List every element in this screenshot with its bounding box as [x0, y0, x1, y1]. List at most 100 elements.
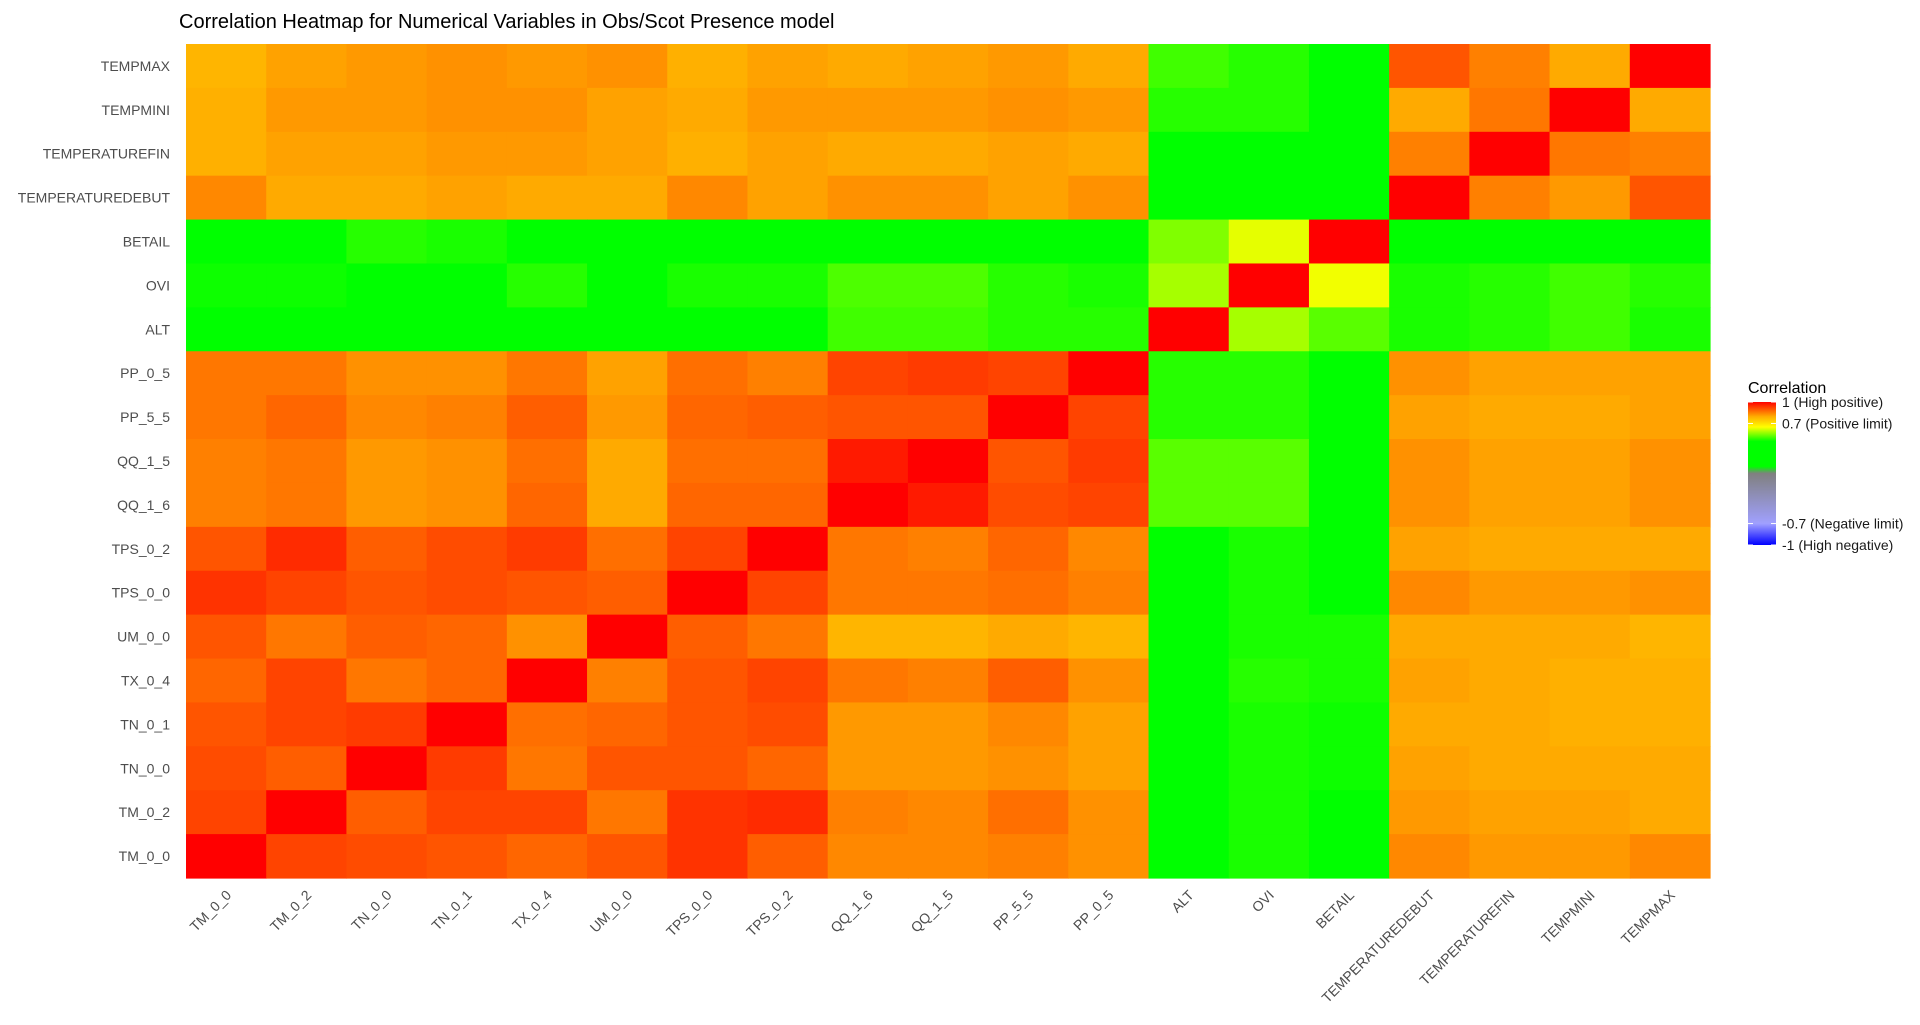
heatmap-cell-tempmax-pp_0_5	[1068, 44, 1150, 89]
heatmap-cell-pp_0_5-tn_0_1	[426, 351, 508, 396]
heatmap-cell-qq_1_6-tempmax	[1629, 482, 1711, 528]
heatmap-cell-pp_0_5-tx_0_4	[506, 351, 588, 396]
heatmap-cell-alt-tx_0_4	[506, 307, 588, 352]
heatmap-cell-qq_1_6-tps_0_2	[747, 482, 829, 528]
heatmap-cell-tn_0_0-alt	[1148, 746, 1230, 791]
heatmap-cell-tempmax-qq_1_5	[907, 44, 989, 89]
heatmap-cell-pp_5_5-pp_5_5	[988, 395, 1069, 440]
legend-title: Correlation	[1748, 380, 1826, 397]
heatmap-cell-temperaturefin-betail	[1308, 131, 1390, 177]
heatmap-cell-tx_0_4-tn_0_1	[426, 658, 508, 704]
heatmap-cell-tempmax-tn_0_0	[346, 44, 428, 89]
heatmap-cell-tps_0_0-tx_0_4	[506, 570, 588, 616]
heatmap-cell-tm_0_0-pp_0_5	[1068, 834, 1150, 879]
heatmap-cell-ovi-ovi	[1228, 263, 1310, 308]
heatmap-cell-temperaturedebut-pp_0_5	[1068, 175, 1150, 221]
heatmap-cell-tx_0_4-tps_0_2	[747, 658, 829, 704]
heatmap-cell-ovi-tx_0_4	[506, 263, 588, 308]
heatmap-cell-tx_0_4-alt	[1148, 658, 1230, 704]
heatmap-cell-tps_0_0-temperaturefin	[1469, 570, 1551, 616]
heatmap-cell-tn_0_1-tps_0_2	[747, 702, 829, 747]
heatmap-cell-tempmini-tm_0_0	[186, 87, 267, 133]
heatmap-cell-um_0_0-qq_1_5	[907, 614, 989, 660]
heatmap-cell-tn_0_1-tm_0_0	[186, 702, 267, 747]
heatmap-cell-temperaturefin-tn_0_1	[426, 131, 508, 177]
heatmap-cell-tm_0_2-qq_1_6	[827, 790, 909, 835]
heatmap-cell-tps_0_0-temperaturedebut	[1389, 570, 1470, 616]
heatmap-cell-qq_1_6-tempmini	[1549, 482, 1631, 528]
heatmap-cell-qq_1_6-um_0_0	[587, 482, 668, 528]
heatmap-cell-ovi-temperaturedebut	[1389, 263, 1470, 308]
heatmap-cell-betail-tx_0_4	[506, 219, 588, 265]
heatmap-cell-ovi-tps_0_0	[667, 263, 749, 308]
heatmap-cell-tn_0_1-tm_0_2	[266, 702, 348, 747]
heatmap-cell-pp_5_5-betail	[1308, 395, 1390, 440]
heatmap-cell-tn_0_0-tps_0_0	[667, 746, 749, 791]
heatmap-cell-temperaturedebut-tx_0_4	[506, 175, 588, 221]
heatmap-cell-tps_0_0-tps_0_2	[747, 570, 829, 616]
heatmap-cell-qq_1_5-tm_0_2	[266, 439, 348, 484]
heatmap-cell-qq_1_5-tempmax	[1629, 439, 1711, 484]
heatmap-cell-tps_0_2-qq_1_5	[907, 526, 989, 572]
heatmap-cell-tn_0_0-um_0_0	[587, 746, 668, 791]
heatmap-cell-tm_0_0-um_0_0	[587, 834, 668, 879]
heatmap-cell-tempmax-pp_5_5	[988, 44, 1069, 89]
heatmap-cell-tn_0_1-tx_0_4	[506, 702, 588, 747]
heatmap-cell-tn_0_0-tempmax	[1629, 746, 1711, 791]
heatmap-cell-tm_0_0-tn_0_1	[426, 834, 508, 879]
heatmap-cell-temperaturedebut-alt	[1148, 175, 1230, 221]
heatmap-cell-alt-um_0_0	[587, 307, 668, 352]
heatmap-cell-tx_0_4-qq_1_5	[907, 658, 989, 704]
heatmap-cell-temperaturefin-tps_0_0	[667, 131, 749, 177]
y-tick-label-tm_0_2: TM_0_2	[119, 804, 171, 820]
legend-color-bar	[1748, 402, 1776, 545]
heatmap-cell-alt-pp_0_5	[1068, 307, 1150, 352]
heatmap-cell-tps_0_2-um_0_0	[587, 526, 668, 572]
heatmap-cell-temperaturefin-tps_0_2	[747, 131, 829, 177]
heatmap-cell-qq_1_6-alt	[1148, 482, 1230, 528]
heatmap-cell-tempmax-temperaturefin	[1469, 44, 1551, 89]
heatmap-cell-ovi-um_0_0	[587, 263, 668, 308]
heatmap-cell-um_0_0-betail	[1308, 614, 1390, 660]
heatmap-cell-betail-tempmax	[1629, 219, 1711, 265]
heatmap-cell-tn_0_0-tn_0_1	[426, 746, 508, 791]
heatmap-cell-tn_0_0-pp_0_5	[1068, 746, 1150, 791]
heatmap-cell-pp_5_5-um_0_0	[587, 395, 668, 440]
heatmap-cell-tm_0_2-tempmax	[1629, 790, 1711, 835]
heatmap-cell-temperaturedebut-qq_1_5	[907, 175, 989, 221]
heatmap-cell-ovi-alt	[1148, 263, 1230, 308]
heatmap-cell-pp_5_5-pp_0_5	[1068, 395, 1150, 440]
heatmap-cell-pp_5_5-temperaturefin	[1469, 395, 1551, 440]
heatmap-cell-temperaturedebut-tempmini	[1549, 175, 1631, 221]
heatmap-cell-pp_0_5-tm_0_0	[186, 351, 267, 396]
heatmap-cell-pp_0_5-qq_1_6	[827, 351, 909, 396]
heatmap-cell-ovi-pp_0_5	[1068, 263, 1150, 308]
heatmap-cell-qq_1_5-betail	[1308, 439, 1390, 484]
heatmap-cell-temperaturefin-tn_0_0	[346, 131, 428, 177]
heatmap-cell-tempmax-qq_1_6	[827, 44, 909, 89]
heatmap-cell-ovi-tn_0_0	[346, 263, 428, 308]
heatmap-cell-pp_5_5-alt	[1148, 395, 1230, 440]
heatmap-cell-tx_0_4-temperaturefin	[1469, 658, 1551, 704]
heatmap-cell-tempmax-ovi	[1228, 44, 1310, 89]
heatmap-cell-tps_0_2-pp_5_5	[988, 526, 1069, 572]
y-tick-label-pp_5_5: PP_5_5	[120, 409, 170, 425]
heatmap-cell-tempmax-tempmini	[1549, 44, 1631, 89]
heatmap-cell-tps_0_2-tn_0_0	[346, 526, 428, 572]
heatmap-cell-tps_0_0-qq_1_5	[907, 570, 989, 616]
heatmap-cell-qq_1_5-pp_0_5	[1068, 439, 1150, 484]
heatmap-cell-tn_0_1-tps_0_0	[667, 702, 749, 747]
heatmap-cell-tx_0_4-tempmini	[1549, 658, 1631, 704]
heatmap-cell-um_0_0-alt	[1148, 614, 1230, 660]
heatmap-cell-tx_0_4-tx_0_4	[506, 658, 588, 704]
heatmap-cell-tempmini-tm_0_2	[266, 87, 348, 133]
heatmap-cell-tm_0_2-tm_0_0	[186, 790, 267, 835]
heatmap-cell-pp_0_5-tps_0_0	[667, 351, 749, 396]
heatmap-cell-tm_0_0-qq_1_5	[907, 834, 989, 879]
heatmap-cell-um_0_0-tn_0_0	[346, 614, 428, 660]
heatmap-cell-tm_0_0-ovi	[1228, 834, 1310, 879]
heatmap-cell-tempmini-um_0_0	[587, 87, 668, 133]
heatmap-cell-pp_5_5-qq_1_6	[827, 395, 909, 440]
heatmap-cell-tps_0_2-pp_0_5	[1068, 526, 1150, 572]
